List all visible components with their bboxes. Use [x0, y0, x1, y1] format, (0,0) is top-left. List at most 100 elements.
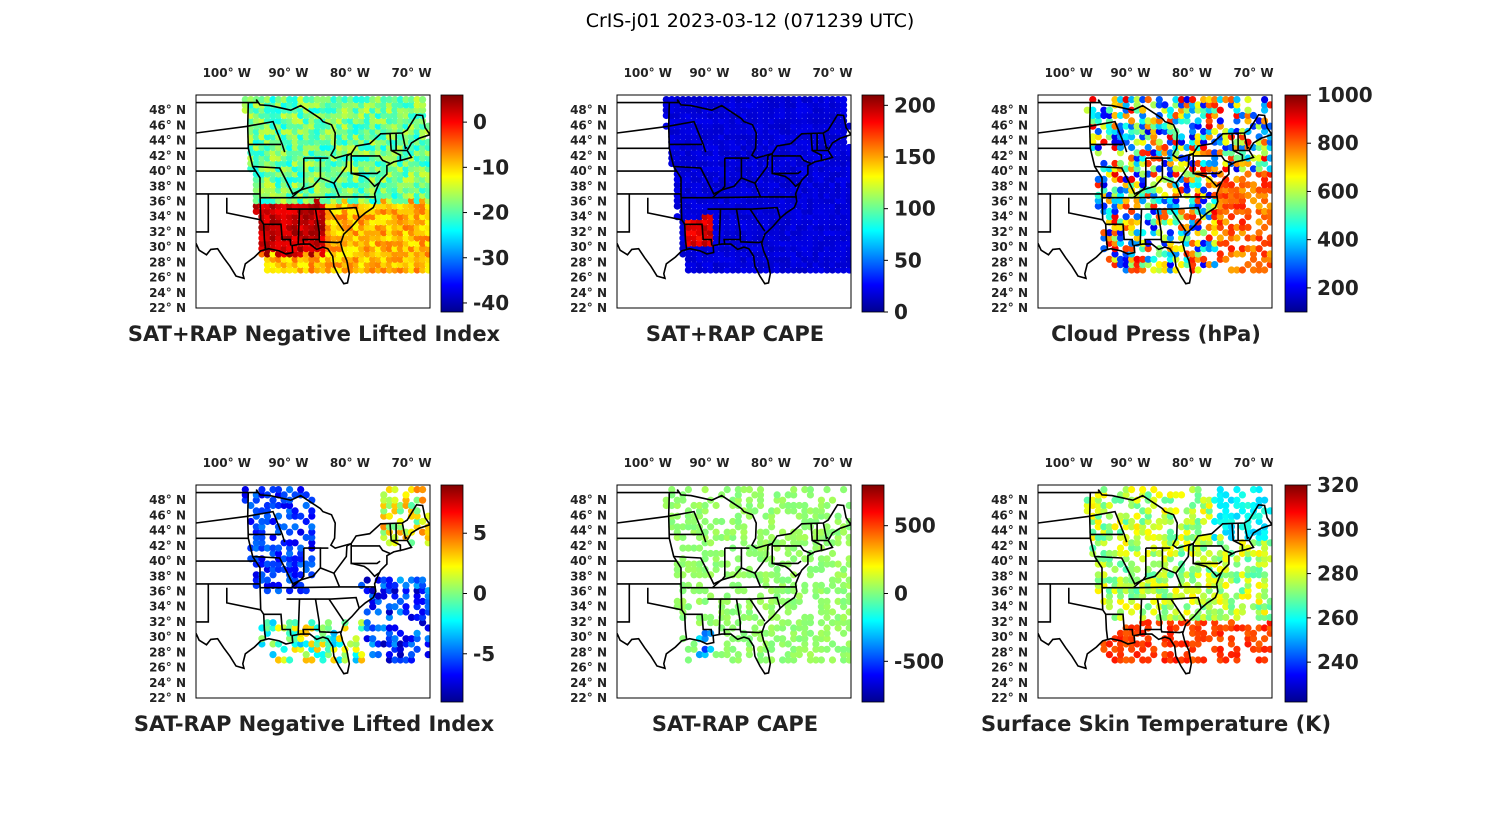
data-point: [291, 154, 299, 162]
data-point: [695, 507, 704, 515]
data-point: [363, 106, 371, 114]
data-point: [773, 539, 781, 547]
data-point: [745, 149, 754, 157]
data-point: [840, 528, 848, 536]
data-point: [374, 138, 382, 146]
data-point: [1172, 613, 1180, 622]
data-point: [673, 571, 681, 579]
data-point: [817, 656, 826, 664]
data-point: [779, 165, 787, 173]
data-point: [718, 250, 726, 258]
data-point: [690, 229, 698, 237]
colorbar-tick-label: 0: [473, 582, 487, 606]
data-point: [1122, 486, 1130, 494]
data-point: [795, 207, 803, 215]
data-point: [358, 111, 366, 120]
data-point: [263, 560, 271, 568]
data-point: [1161, 213, 1169, 221]
data-point: [795, 619, 803, 627]
data-point: [1133, 149, 1141, 157]
lat-tick-label: 34° N: [991, 600, 1028, 614]
data-point: [1150, 122, 1158, 130]
data-point: [673, 143, 681, 152]
data-point: [823, 175, 831, 183]
data-point: [723, 229, 731, 237]
state-boundary: [260, 196, 376, 199]
data-point: [795, 501, 803, 510]
data-point: [1144, 202, 1152, 210]
colorbar: 50-5: [440, 484, 495, 703]
data-point: [1216, 191, 1224, 199]
data-point: [740, 250, 748, 258]
data-point: [286, 635, 294, 643]
data-point: [369, 223, 377, 231]
data-point: [1194, 491, 1202, 499]
data-point: [407, 245, 416, 253]
data-point: [1150, 255, 1158, 263]
data-point: [402, 496, 410, 504]
data-point: [1255, 624, 1263, 632]
data-point: [751, 170, 759, 178]
data-point: [729, 165, 737, 173]
data-point: [252, 539, 260, 547]
data-point: [1116, 197, 1125, 205]
data-point: [673, 111, 681, 120]
data-point: [718, 245, 726, 253]
data-point: [286, 96, 294, 104]
data-point: [840, 197, 848, 205]
state-boundary: [1170, 598, 1187, 622]
data-point: [701, 96, 709, 104]
data-point: [1155, 491, 1163, 499]
data-point: [1155, 560, 1163, 568]
data-point: [280, 266, 288, 274]
data-point: [263, 250, 271, 258]
colorbar-tick-label: -40: [473, 291, 509, 315]
data-point: [1200, 186, 1208, 194]
data-point: [823, 501, 831, 510]
data-point: [1133, 170, 1141, 178]
data-point: [385, 603, 393, 611]
data-point: [363, 587, 371, 595]
data-point: [247, 117, 255, 125]
data-point: [712, 197, 720, 205]
colorbar-tick-label: 1000: [1317, 83, 1373, 107]
data-point: [407, 207, 416, 215]
data-point: [1194, 255, 1202, 263]
lat-tick-label: 44° N: [991, 524, 1028, 538]
data-point: [1133, 565, 1141, 574]
data-point: [274, 549, 283, 558]
data-point: [690, 239, 698, 247]
data-point: [385, 229, 393, 237]
data-point: [684, 512, 693, 520]
data-point: [352, 106, 360, 114]
data-point: [1222, 181, 1230, 189]
data-point: [795, 159, 803, 168]
data-point: [280, 149, 288, 157]
data-point: [751, 117, 759, 125]
data-point: [1194, 138, 1202, 146]
data-point: [419, 138, 427, 146]
data-point: [1216, 587, 1224, 595]
data-point: [817, 528, 826, 536]
data-point: [790, 624, 798, 632]
data-point: [391, 191, 399, 199]
data-point: [247, 501, 255, 510]
data-point: [845, 202, 851, 210]
data-point: [297, 640, 305, 648]
data-point: [801, 587, 809, 595]
data-point: [291, 624, 299, 632]
data-point: [723, 96, 731, 104]
data-point: [380, 223, 388, 231]
lat-tick-label: 26° N: [149, 271, 186, 285]
data-point: [1166, 619, 1174, 627]
data-point: [396, 608, 404, 616]
colorbar-tick-label: 280: [1317, 562, 1359, 586]
data-point: [1116, 587, 1125, 595]
data-point: [363, 234, 371, 242]
data-point: [1255, 549, 1263, 558]
data-point: [286, 619, 294, 627]
data-point: [1233, 234, 1241, 242]
data-point: [1155, 523, 1163, 531]
data-point: [1200, 539, 1208, 547]
data-point: [286, 544, 294, 552]
